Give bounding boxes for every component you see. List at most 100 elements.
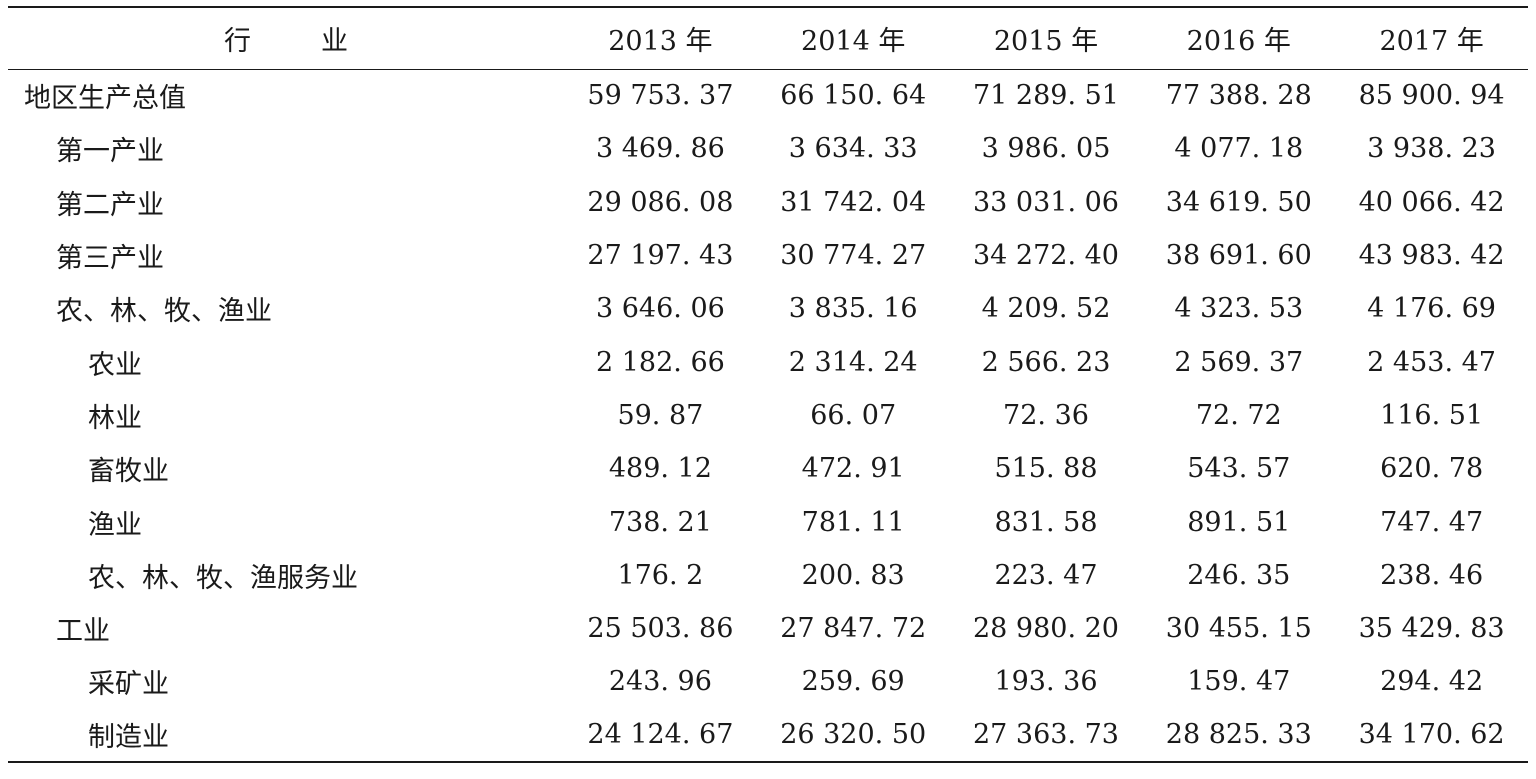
value-cell: 738. 21 (608, 506, 712, 538)
value-cell: 27 197. 43 (587, 240, 734, 272)
table-row: 林业 59. 87 66. 07 72. 36 72. 72 116. 51 (8, 389, 1528, 442)
value-cell: 27 847. 72 (780, 613, 927, 645)
table-row: 制造业 24 124. 67 26 320. 50 27 363. 73 28 825.… (8, 708, 1528, 763)
year-column-header: 2013 年 (564, 6, 757, 70)
year-column-header: 2017 年 (1335, 6, 1528, 70)
value-cell: 3 469. 86 (595, 133, 725, 165)
value-cell: 4 323. 53 (1174, 293, 1304, 325)
value-cell: 200. 83 (801, 559, 905, 591)
value-cell: 3 938. 23 (1367, 133, 1496, 165)
table-row: 工业 25 503. 86 27 847. 72 28 980. 20 30 455. … (8, 602, 1528, 655)
value-cell: 891. 51 (1187, 506, 1291, 538)
value-cell: 85 900. 94 (1358, 80, 1505, 112)
value-cell: 43 983. 42 (1358, 240, 1505, 272)
industry-label: 渔业 (88, 509, 142, 541)
value-cell: 29 086. 08 (587, 186, 734, 218)
value-cell: 4 077. 18 (1174, 133, 1304, 165)
industry-label: 农业 (88, 349, 142, 381)
industry-label: 地区生产总值 (24, 83, 186, 115)
value-cell: 3 646. 06 (595, 293, 725, 325)
industry-label: 畜牧业 (88, 456, 169, 488)
value-cell: 116. 51 (1380, 399, 1484, 431)
table-row: 第二产业 29 086. 08 31 742. 04 33 031. 06 34 619… (8, 176, 1528, 229)
value-cell: 66 150. 64 (780, 80, 927, 112)
value-cell: 2 182. 66 (595, 346, 725, 378)
industry-label: 工业 (56, 616, 110, 648)
table-row: 渔业 738. 21 781. 11 831. 58 891. 51 747. 47 (8, 495, 1528, 548)
gdp-by-industry-table: 行业 2013 年 2014 年 2015 年 2016 年 2017 年 地区… (8, 6, 1528, 763)
value-cell: 781. 11 (801, 506, 905, 538)
industry-label: 农、林、牧、渔业 (56, 296, 272, 328)
value-cell: 27 363. 73 (949, 708, 1143, 763)
value-cell: 620. 78 (1380, 453, 1484, 485)
industry-header-char-1: 行 (224, 25, 251, 57)
industry-label: 第二产业 (56, 189, 164, 221)
value-cell: 72. 72 (1195, 399, 1282, 431)
industry-label: 采矿业 (88, 669, 169, 701)
value-cell: 2 569. 37 (1174, 346, 1304, 378)
value-cell: 28 980. 20 (972, 613, 1119, 645)
value-cell: 176. 2 (617, 559, 704, 591)
table-row: 第一产业 3 469. 86 3 634. 33 3 986. 05 4 077. 18… (8, 122, 1528, 175)
industry-column-header: 行业 (8, 6, 564, 70)
value-cell: 40 066. 42 (1358, 186, 1505, 218)
value-cell: 543. 57 (1187, 453, 1291, 485)
industry-header-char-2: 业 (321, 25, 348, 57)
value-cell: 33 031. 06 (972, 186, 1119, 218)
industry-label: 第三产业 (56, 243, 164, 275)
value-cell: 294. 42 (1380, 666, 1484, 698)
value-cell: 238. 46 (1380, 559, 1484, 591)
value-cell: 2 314. 24 (788, 346, 918, 378)
value-cell: 34 272. 40 (972, 240, 1119, 272)
value-cell: 38 691. 60 (1165, 240, 1312, 272)
value-cell: 30 455. 15 (1165, 613, 1312, 645)
value-cell: 3 634. 33 (788, 133, 918, 165)
value-cell: 246. 35 (1187, 559, 1291, 591)
value-cell: 747. 47 (1380, 506, 1484, 538)
value-cell: 4 209. 52 (981, 293, 1111, 325)
value-cell: 77 388. 28 (1165, 80, 1312, 112)
statistics-table-container: 行业 2013 年 2014 年 2015 年 2016 年 2017 年 地区… (8, 6, 1528, 763)
value-cell: 159. 47 (1187, 666, 1291, 698)
value-cell: 30 774. 27 (780, 240, 927, 272)
year-column-header: 2016 年 (1142, 6, 1336, 70)
value-cell: 72. 36 (1003, 399, 1089, 431)
industry-label: 农、林、牧、渔服务业 (88, 562, 358, 594)
value-cell: 3 835. 16 (788, 293, 918, 325)
value-cell: 35 429. 83 (1358, 613, 1505, 645)
value-cell: 24 124. 67 (564, 708, 757, 763)
year-column-header: 2014 年 (756, 6, 950, 70)
value-cell: 489. 12 (608, 453, 712, 485)
table-row: 第三产业 27 197. 43 30 774. 27 34 272. 40 38 691… (8, 229, 1528, 282)
value-cell: 243. 96 (608, 666, 712, 698)
value-cell: 2 566. 23 (981, 346, 1111, 378)
industry-label: 第一产业 (56, 136, 164, 168)
value-cell: 59. 87 (617, 399, 704, 431)
value-cell: 831. 58 (994, 506, 1098, 538)
value-cell: 28 825. 33 (1142, 708, 1336, 763)
year-column-header: 2015 年 (949, 6, 1143, 70)
industry-label: 制造业 (8, 708, 564, 763)
table-row: 地区生产总值 59 753. 37 66 150. 64 71 289. 51 77 3… (8, 69, 1528, 122)
value-cell: 25 503. 86 (587, 613, 734, 645)
table-row: 农业 2 182. 66 2 314. 24 2 566. 23 2 569. 37 2 … (8, 335, 1528, 388)
value-cell: 259. 69 (801, 666, 905, 698)
value-cell: 26 320. 50 (756, 708, 950, 763)
value-cell: 2 453. 47 (1367, 346, 1496, 378)
table-row: 农、林、牧、渔服务业 176. 2 200. 83 223. 47 246. 35 238… (8, 549, 1528, 602)
value-cell: 31 742. 04 (780, 186, 927, 218)
table-header-row: 行业 2013 年 2014 年 2015 年 2016 年 2017 年 (8, 6, 1528, 70)
value-cell: 34 170. 62 (1335, 708, 1528, 763)
value-cell: 472. 91 (801, 453, 905, 485)
value-cell: 4 176. 69 (1367, 293, 1496, 325)
value-cell: 71 289. 51 (972, 80, 1119, 112)
table-row: 农、林、牧、渔业 3 646. 06 3 835. 16 4 209. 52 4 323… (8, 282, 1528, 335)
value-cell: 3 986. 05 (981, 133, 1111, 165)
table-row: 采矿业 243. 96 259. 69 193. 36 159. 47 294. 42 (8, 655, 1528, 708)
value-cell: 223. 47 (994, 559, 1098, 591)
value-cell: 66. 07 (810, 399, 897, 431)
table-row: 畜牧业 489. 12 472. 91 515. 88 543. 57 620. 78 (8, 442, 1528, 495)
table-body: 地区生产总值 59 753. 37 66 150. 64 71 289. 51 77 3… (8, 69, 1528, 763)
value-cell: 59 753. 37 (587, 80, 734, 112)
value-cell: 34 619. 50 (1165, 186, 1312, 218)
